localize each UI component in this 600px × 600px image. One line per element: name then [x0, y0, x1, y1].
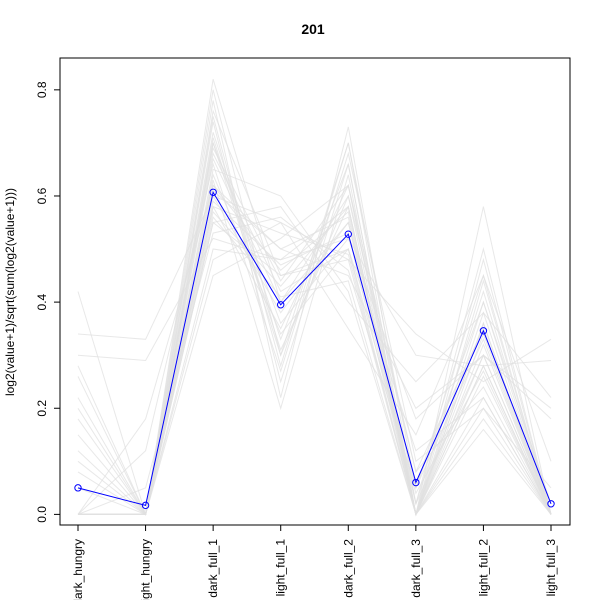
background-series-line-26 — [78, 121, 552, 515]
highlight-point-7 — [547, 500, 555, 508]
plot-frame — [59, 57, 571, 526]
x-tick-label-4: dark_full_2 — [341, 539, 355, 598]
highlight-point-4 — [344, 230, 352, 238]
background-series-line-9 — [77, 100, 552, 516]
x-tick-label-2: dark_full_1 — [206, 539, 220, 598]
x-tick-label-3: light_full_1 — [274, 539, 288, 597]
y-axis-label: log2(value+1)/sqrt(sum(log2(value+1))) — [3, 188, 17, 396]
highlight-point-1 — [141, 501, 150, 510]
highlight-series-line — [77, 190, 552, 507]
background-series-line-28 — [77, 173, 552, 516]
y-tick-label-1: 0.2 — [35, 400, 49, 417]
highlight-point-0 — [74, 484, 82, 492]
x-tick-label-1: light_hungry — [139, 539, 153, 600]
highlight-point-5 — [412, 478, 420, 487]
highlight-point-3 — [277, 301, 285, 309]
x-tick-label-6: light_full_2 — [476, 539, 490, 597]
background-series-line-4 — [77, 116, 552, 516]
background-series-line-0 — [78, 221, 552, 516]
background-series-line-5 — [78, 79, 552, 516]
y-tick-label-2: 0.4 — [35, 293, 49, 310]
background-series-line-18 — [77, 221, 552, 516]
x-axis: dark_hungry light_hungry dark_full_1 light_… — [71, 525, 558, 600]
background-series-line-31 — [78, 137, 552, 517]
background-series-line-7 — [77, 183, 552, 516]
x-tick-label-0: dark_hungry — [71, 539, 85, 600]
x-tick-label-7: light_full_3 — [544, 539, 558, 597]
background-series-line-14 — [78, 184, 552, 515]
y-axis: 0.0 0.2 0.4 0.6 0.8 — [35, 81, 60, 523]
background-series-line-19 — [78, 174, 552, 517]
background-series-line-21 — [77, 141, 552, 516]
background-series-line-32 — [78, 205, 552, 516]
highlight-point-2 — [209, 188, 217, 196]
background-series-line-1 — [77, 142, 552, 516]
highlight-series-group — [74, 188, 555, 510]
background-series-line-8 — [77, 184, 552, 515]
y-tick-label-0: 0.0 — [35, 506, 49, 523]
background-series-line-33 — [78, 184, 552, 517]
chart-title: 201 — [301, 21, 325, 37]
x-tick-label-5: dark_full_3 — [409, 539, 423, 598]
highlight-point-6 — [479, 327, 488, 335]
background-series-group — [77, 79, 552, 517]
y-tick-label-4: 0.8 — [35, 81, 49, 98]
y-tick-label-3: 0.6 — [35, 187, 49, 204]
